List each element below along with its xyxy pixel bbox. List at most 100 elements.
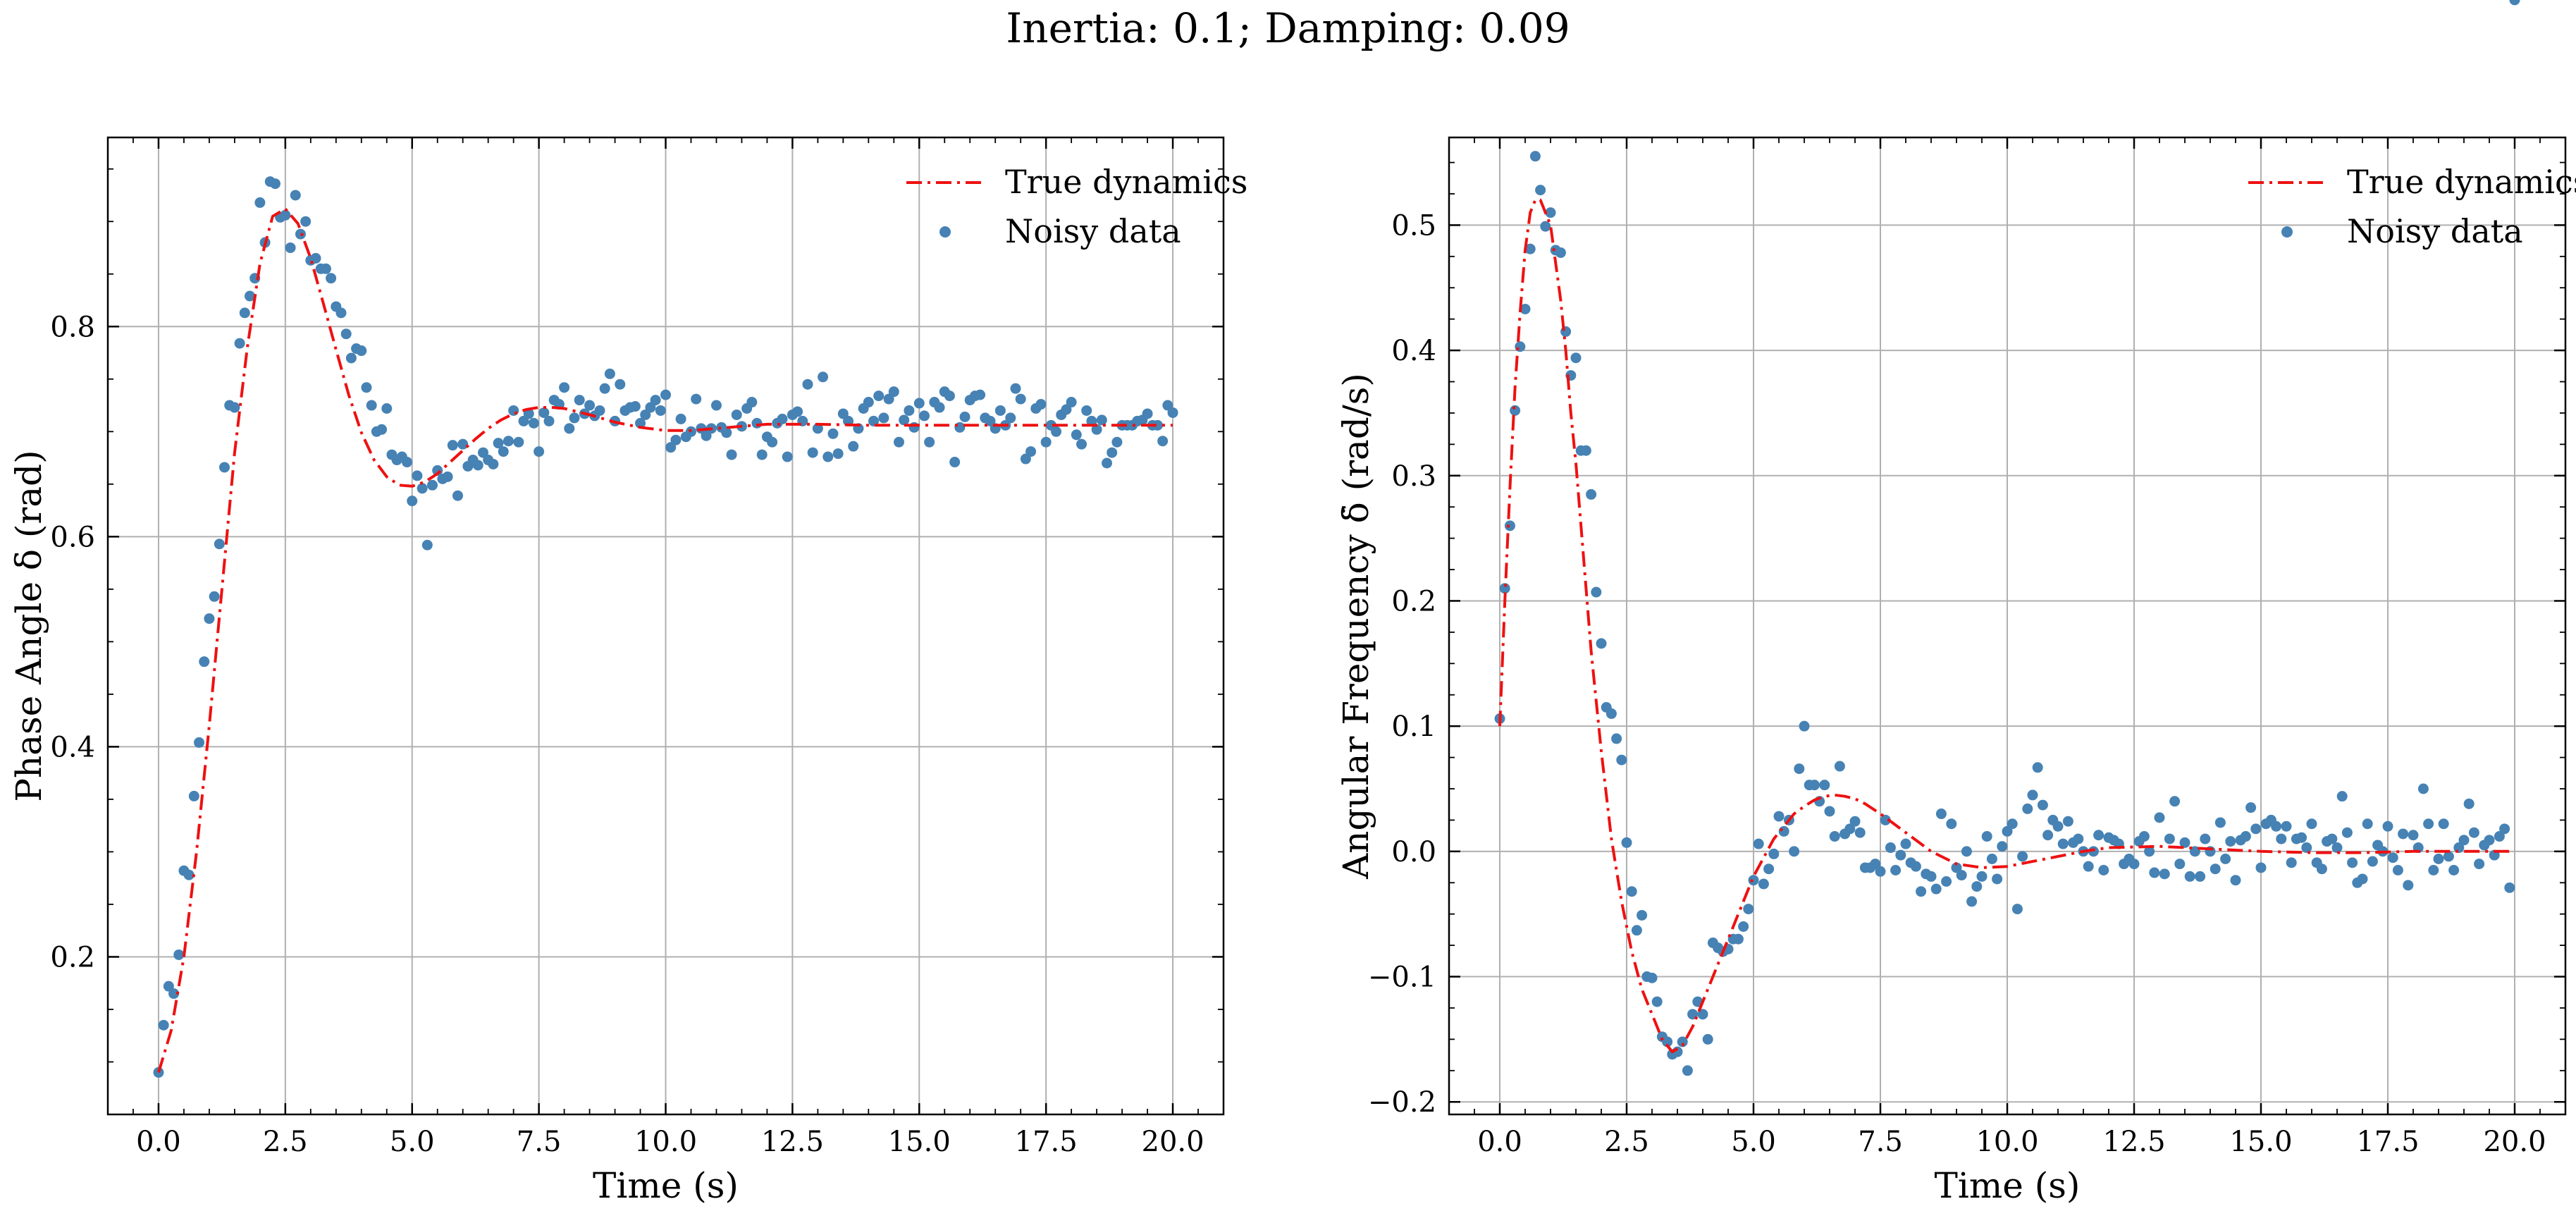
noisy-data-point [1025, 446, 1037, 457]
noisy-data-point [1167, 407, 1178, 418]
noisy-data-point [1758, 878, 1769, 890]
legend-label-true-dynamics: True dynamics [1005, 163, 1247, 201]
noisy-data-point [924, 436, 935, 448]
noisy-data-point [959, 411, 970, 422]
noisy-data-point [168, 988, 180, 1000]
x-tick-label: 7.5 [517, 1126, 562, 1158]
noisy-data-point [2387, 852, 2398, 863]
noisy-data-point [290, 190, 301, 201]
noisy-data-point [239, 307, 250, 319]
noisy-data-point [1829, 831, 1840, 842]
figure-title: Inertia: 0.1; Damping: 0.09 [1006, 4, 1570, 52]
noisy-data-point [1076, 438, 1087, 450]
noisy-data-point [1560, 326, 1572, 337]
noisy-data-point [1834, 761, 1845, 772]
noisy-data-point [777, 413, 788, 424]
noisy-data-point [2336, 791, 2348, 802]
noisy-data-point [417, 483, 428, 494]
noisy-data-point [812, 423, 823, 434]
noisy-data-point [1794, 763, 1805, 775]
noisy-data-point [2331, 842, 2343, 854]
noisy-data-point [2433, 854, 2444, 865]
noisy-data-point [1646, 972, 1658, 983]
noisy-data-point [183, 869, 195, 880]
noisy-data-point [731, 409, 742, 420]
noisy-data-point [244, 290, 255, 302]
noisy-data-point [1555, 247, 1566, 258]
noisy-data-point [599, 383, 610, 394]
noisy-data-point [1086, 415, 1097, 426]
legend-marker-swatch [939, 226, 951, 238]
noisy-data-point [1789, 846, 1800, 857]
noisy-data-point [366, 400, 377, 411]
noisy-data-point [2428, 865, 2439, 875]
noisy-data-point [660, 389, 671, 400]
plot-frame [1448, 136, 2567, 1116]
noisy-data-point [1081, 405, 1092, 416]
noisy-data-point [2347, 857, 2358, 868]
noisy-data-point [1824, 806, 1835, 817]
noisy-data-point [503, 436, 514, 447]
noisy-data-point [1976, 871, 1988, 882]
noisy-data-point [868, 415, 880, 426]
noisy-data-point [2073, 833, 2084, 844]
noisy-data-point [1152, 419, 1163, 431]
noisy-data-point [2276, 833, 2287, 844]
noisy-data-point [2184, 871, 2195, 882]
noisy-data-point [1540, 221, 1551, 232]
x-tick-label: 7.5 [1858, 1126, 1903, 1158]
x-tick-label: 10.0 [1976, 1126, 2038, 1158]
noisy-data-point [1631, 925, 1642, 936]
noisy-data-point [1910, 861, 1921, 872]
x-tick-label: 12.5 [761, 1126, 824, 1158]
noisy-data-point [2306, 818, 2317, 830]
x-tick-label: 17.5 [1015, 1126, 1078, 1158]
noisy-data-point [2144, 846, 2155, 857]
noisy-data-point [904, 405, 915, 416]
noisy-data-point [1102, 457, 1113, 469]
noisy-data-point [1051, 426, 1062, 437]
noisy-data-point [543, 415, 555, 426]
noisy-data-point [1616, 754, 1627, 766]
noisy-data-point [756, 449, 768, 460]
noisy-data-point [1499, 583, 1510, 594]
noisy-data-point [1035, 399, 1047, 410]
noisy-data-point [153, 1066, 164, 1078]
noisy-data-point [878, 412, 889, 424]
noisy-data-point [837, 408, 849, 419]
noisy-data-point [2027, 789, 2038, 801]
y-tick-label: 0.4 [1391, 335, 1436, 367]
noisy-data-point [1586, 488, 1597, 500]
noisy-data-point [326, 273, 337, 284]
noisy-data-point [2423, 818, 2434, 830]
noisy-data-point [751, 417, 763, 429]
x-tick-label: 5.0 [390, 1126, 435, 1158]
noisy-data-point [1621, 837, 1632, 848]
plot-frame [106, 136, 1225, 1116]
noisy-data-point [2408, 830, 2419, 841]
noisy-data-point [1651, 996, 1663, 1007]
noisy-data-point [629, 401, 641, 412]
noisy-data-point [2458, 835, 2470, 846]
noisy-data-point [2443, 851, 2454, 862]
noisy-data-point [534, 446, 545, 457]
noisy-data-point [376, 424, 388, 435]
noisy-data-point [498, 446, 509, 457]
noisy-data-point [194, 737, 205, 748]
noisy-data-point [381, 403, 393, 414]
noisy-data-point [574, 395, 585, 406]
noisy-data-point [1520, 303, 1531, 314]
noisy-data-point [402, 457, 413, 468]
noisy-data-point [985, 415, 996, 426]
noisy-data-point [2484, 835, 2495, 846]
noisy-data-point [1071, 429, 1082, 441]
y-tick-label: −0.1 [1368, 961, 1436, 994]
y-axis-label: Phase Angle δ (rad) [8, 450, 49, 801]
noisy-data-point [335, 307, 347, 319]
noisy-data-point [2057, 838, 2069, 849]
noisy-data-point [1591, 586, 1602, 598]
noisy-data-point [1890, 865, 1902, 875]
noisy-data-point [1808, 780, 1820, 791]
noisy-data-point [1107, 447, 1118, 458]
